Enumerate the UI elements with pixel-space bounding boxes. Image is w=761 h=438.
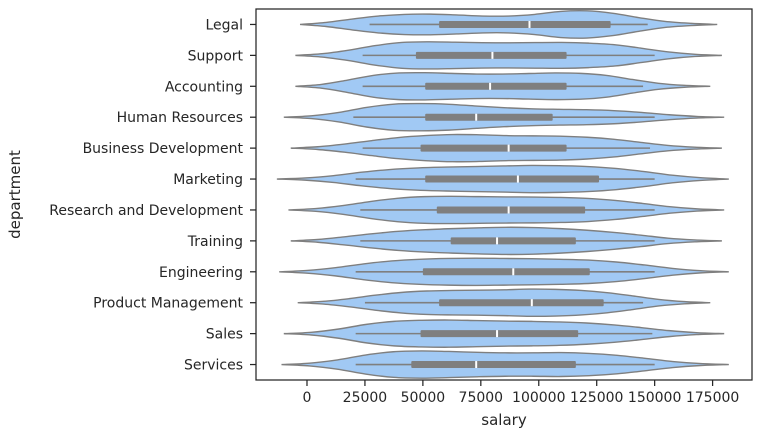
violin-median xyxy=(475,113,478,121)
violin-median xyxy=(516,175,519,183)
violin-median xyxy=(528,20,531,28)
axes-frame xyxy=(255,8,753,381)
violin-median xyxy=(530,299,533,307)
y-tick-label: Accounting xyxy=(165,79,243,95)
violin-iqr-box xyxy=(425,82,567,90)
x-tick-label: 75000 xyxy=(459,390,504,406)
violin-iqr-box xyxy=(450,237,576,245)
y-axis-ticks: Legal Support Accounting Human Resources Bus… xyxy=(49,17,256,374)
y-tick-label: Engineering xyxy=(159,265,243,281)
y-tick-label: Human Resources xyxy=(117,110,243,126)
violin-median xyxy=(475,361,478,369)
violin-11 xyxy=(281,350,729,379)
violin-iqr-box xyxy=(436,206,586,214)
x-tick-label: 150000 xyxy=(628,390,681,406)
y-tick-label: Research and Development xyxy=(49,203,243,219)
violin-median xyxy=(507,206,510,214)
x-tick-label: 25000 xyxy=(343,390,388,406)
violin-7 xyxy=(290,226,722,256)
y-tick-label: Services xyxy=(184,358,243,374)
violin-layer xyxy=(276,10,729,379)
violin-2 xyxy=(295,71,711,101)
violin-iqr-box xyxy=(415,51,567,59)
violin-median xyxy=(496,237,499,245)
violin-0 xyxy=(299,10,718,39)
violin-4 xyxy=(290,133,722,163)
x-axis-label: salary xyxy=(481,411,527,429)
y-tick-label: Product Management xyxy=(93,296,243,312)
violin-5 xyxy=(276,164,729,194)
violin-iqr-box xyxy=(439,299,604,307)
violin-1 xyxy=(295,41,722,70)
violin-median xyxy=(496,330,499,338)
y-tick-label: Support xyxy=(188,48,244,64)
x-axis-ticks: 0 25000 50000 75000 100000 125000 150000 175000 xyxy=(303,380,739,406)
y-tick-label: Training xyxy=(187,234,243,250)
x-tick-label: 50000 xyxy=(401,390,446,406)
y-tick-label: Business Development xyxy=(83,141,244,157)
x-tick-label: 125000 xyxy=(570,390,623,406)
violin-median xyxy=(491,51,494,59)
violin-iqr-box xyxy=(420,330,579,338)
violin-8 xyxy=(279,257,729,287)
violin-median xyxy=(512,268,515,276)
violin-10 xyxy=(283,319,725,348)
y-tick-label: Sales xyxy=(206,327,243,343)
violin-iqr-box xyxy=(422,268,590,276)
x-tick-label: 100000 xyxy=(512,390,565,406)
x-tick-label: 0 xyxy=(303,390,312,406)
violin-median xyxy=(489,82,492,90)
y-axis-label: department xyxy=(6,150,24,239)
violin-iqr-box xyxy=(425,113,553,121)
violin-median xyxy=(507,144,510,152)
violin-iqr-box xyxy=(420,144,567,152)
violin-3 xyxy=(283,102,725,132)
violin-9 xyxy=(297,288,711,318)
violin-iqr-box xyxy=(411,361,576,369)
violin-6 xyxy=(288,195,725,225)
x-tick-label: 175000 xyxy=(686,390,739,406)
violin-iqr-box xyxy=(425,175,600,183)
y-tick-label: Marketing xyxy=(173,172,243,188)
violin-iqr-box xyxy=(439,20,611,28)
y-tick-label: Legal xyxy=(205,17,243,33)
